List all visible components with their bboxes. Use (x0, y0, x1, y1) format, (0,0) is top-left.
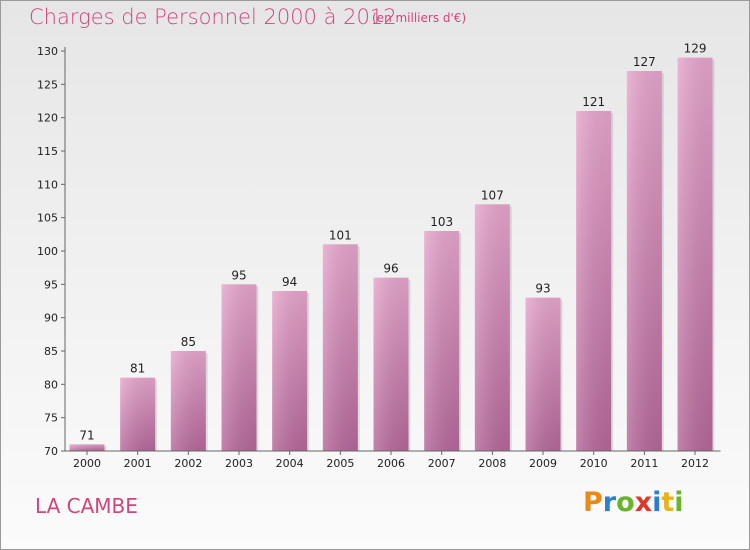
y-tick-label: 125 (37, 78, 58, 91)
bar-value-label: 127 (633, 55, 656, 69)
x-tick-label: 2007 (428, 457, 456, 470)
y-tick-label: 80 (44, 378, 58, 391)
bar-value-label: 103 (430, 215, 453, 229)
bar-highlight (424, 231, 460, 451)
bar-value-label: 94 (282, 275, 297, 289)
y-tick-label: 120 (37, 112, 58, 125)
bar-2001 (120, 377, 158, 451)
logo-letter: o (616, 487, 635, 518)
x-tick-label: 2006 (377, 457, 405, 470)
x-tick-label: 2009 (529, 457, 557, 470)
logo-letter: i (652, 487, 662, 518)
y-tick-label: 110 (37, 178, 58, 191)
bar-value-label: 129 (684, 42, 707, 56)
bar-value-label: 71 (79, 428, 94, 442)
bar-highlight (322, 244, 358, 451)
proxiti-logo[interactable]: Proxiti (583, 487, 684, 518)
x-tick-label: 2001 (124, 457, 152, 470)
x-tick-label: 2008 (478, 457, 506, 470)
bar-value-label: 101 (329, 228, 352, 242)
commune-name: LA CAMBE (35, 494, 138, 518)
x-tick-label: 2010 (580, 457, 608, 470)
y-tick-label: 105 (37, 212, 58, 225)
x-tick-label: 2005 (326, 457, 354, 470)
bar-2012 (677, 57, 715, 452)
bar-highlight (677, 57, 713, 452)
x-tick-label: 2011 (630, 457, 658, 470)
bar-highlight (626, 71, 662, 451)
bar-2009 (525, 297, 563, 451)
y-tick-label: 130 (37, 45, 58, 58)
y-tick-label: 75 (44, 412, 58, 425)
y-tick-label: 70 (44, 445, 58, 458)
bar-2011 (626, 71, 664, 451)
x-tick-label: 2012 (681, 457, 709, 470)
bar-2008 (474, 204, 512, 451)
bar-value-label: 93 (535, 282, 550, 296)
bar-highlight (474, 204, 510, 451)
bars-layer: 71 81 85 95 94 101 96 103 107 93 121 127 129 (69, 42, 715, 452)
bar-2007 (424, 231, 462, 451)
y-tick-label: 100 (37, 245, 58, 258)
bar-2000 (69, 444, 107, 451)
y-tick-label: 90 (44, 312, 58, 325)
bar-value-label: 81 (130, 362, 145, 376)
bar-2004 (272, 291, 310, 451)
bar-highlight (373, 277, 409, 451)
bar-2003 (221, 284, 259, 451)
bar-value-label: 95 (231, 268, 246, 282)
x-tick-label: 2003 (225, 457, 253, 470)
bar-highlight (525, 297, 561, 451)
logo-letter: i (674, 487, 684, 518)
bar-highlight (120, 377, 156, 451)
logo-letter: x (634, 487, 653, 518)
bar-2006 (373, 277, 411, 451)
y-tick-label: 85 (44, 345, 58, 358)
axis-layer: 70 75 80 85 90 95 100 105 110 115 120 125 130 2000 200… (37, 45, 721, 470)
bar-highlight (221, 284, 257, 451)
bar-value-label: 107 (481, 188, 504, 202)
bar-value-label: 121 (582, 95, 605, 109)
x-tick-label: 2004 (276, 457, 304, 470)
chart-title: Charges de Personnel 2000 à 2012 (29, 5, 397, 29)
bar-highlight (69, 444, 105, 451)
bar-value-label: 96 (383, 262, 398, 276)
logo-letter: r (602, 487, 617, 518)
chart-subtitle: (en milliers d'€) (372, 11, 467, 25)
bar-2010 (576, 111, 614, 451)
logo-letter: P (583, 487, 603, 518)
bar-highlight (170, 351, 206, 451)
y-tick-label: 115 (37, 145, 58, 158)
y-tick-label: 95 (44, 278, 58, 291)
x-tick-label: 2000 (73, 457, 101, 470)
logo-letter: t (661, 487, 675, 518)
bar-value-label: 85 (181, 335, 196, 349)
bar-highlight (272, 291, 308, 451)
x-tick-label: 2002 (174, 457, 202, 470)
bar-2005 (322, 244, 360, 451)
bar-highlight (576, 111, 612, 451)
bar-2002 (170, 351, 208, 451)
